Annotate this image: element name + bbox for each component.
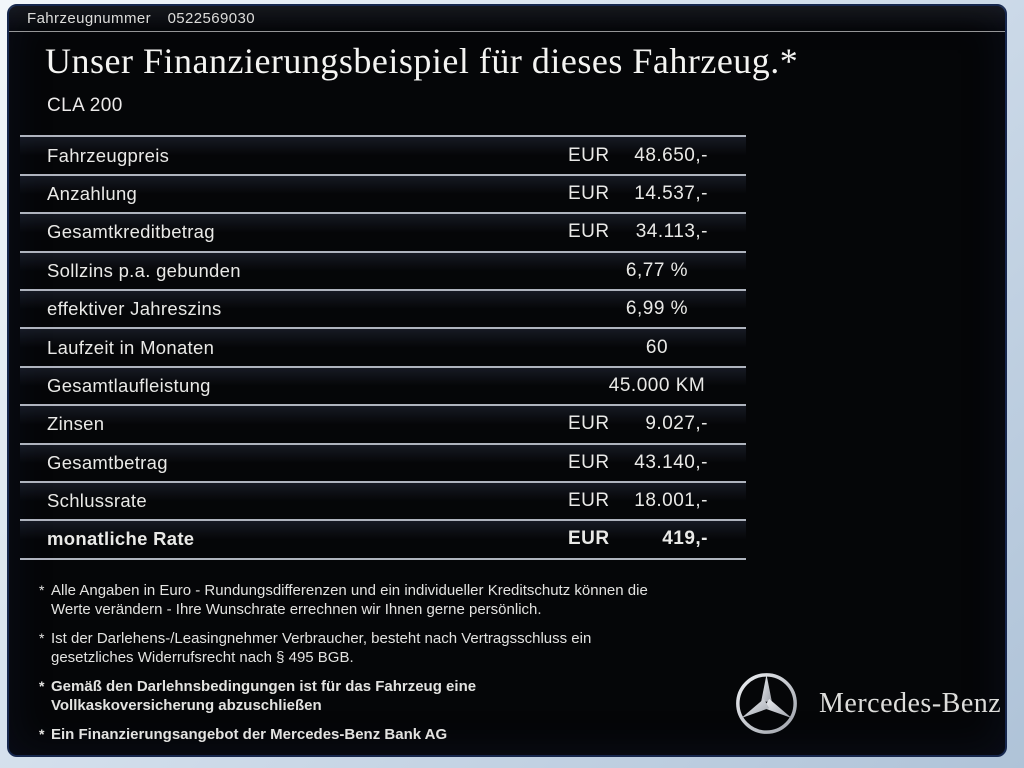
- amount-value: 419,-: [662, 528, 708, 550]
- footnote-text: Gemäß den Darlehnsbedingungen ist für da…: [51, 677, 476, 715]
- page-title: Unser Finanzierungsbeispiel für dieses F…: [45, 41, 799, 81]
- row-value: 45.000 KM: [568, 375, 746, 397]
- footnotes: * Alle Angaben in Euro - Rundungsdiffere…: [39, 581, 1005, 744]
- table-row: Gesamtkreditbetrag EUR 34.113,-: [20, 212, 746, 251]
- footnote: * Ein Finanzierungsangebot der Mercedes-…: [39, 725, 1005, 744]
- row-value: EUR 43.140,-: [568, 452, 746, 474]
- footnote-line: Vollkaskoversicherung abzuschließen: [51, 696, 322, 714]
- amount-value: 43.140,-: [634, 451, 708, 473]
- footnote-marker-icon: *: [39, 629, 45, 646]
- row-label: Fahrzeugpreis: [47, 144, 170, 166]
- row-label: Anzahlung: [47, 182, 138, 204]
- footnote-line: gesetzliches Widerrufsrecht nach § 495 B…: [51, 648, 354, 666]
- row-label: monatliche Rate: [47, 528, 195, 550]
- currency-label: EUR: [568, 144, 610, 166]
- table-row: Sollzins p.a. gebunden 6,77 %: [20, 250, 746, 289]
- row-value: EUR 34.113,-: [568, 221, 746, 243]
- row-label: Laufzeit in Monaten: [47, 336, 215, 358]
- amount-value: 60: [645, 336, 669, 358]
- row-label: Gesamtlaufleistung: [47, 374, 211, 396]
- currency-label: EUR: [568, 221, 610, 243]
- row-value: 6,99 %: [568, 298, 746, 320]
- amount-value: 34.113,-: [635, 221, 708, 243]
- footnote: * Gemäß den Darlehnsbedingungen ist für …: [39, 677, 1005, 715]
- currency-label: EUR: [568, 413, 610, 435]
- brand-wordmark: Mercedes-Benz: [819, 687, 1002, 719]
- row-value: 60: [568, 337, 746, 359]
- table-row: effektiver Jahreszins 6,99 %: [20, 288, 746, 328]
- table-row: Gesamtbetrag EUR 43.140,-: [20, 442, 746, 481]
- currency-label: EUR: [568, 182, 610, 204]
- footnote-line: Gemäß den Darlehnsbedingungen ist für da…: [51, 677, 477, 695]
- footnote-line: Werte verändern - Ihre Wunschrate errech…: [51, 600, 542, 618]
- table-row: Zinsen EUR 9.027,-: [20, 404, 746, 443]
- row-value: 6,77 %: [568, 260, 746, 282]
- amount-value: 14.537,-: [634, 182, 708, 204]
- row-label: Gesamtbetrag: [47, 451, 168, 473]
- row-value: EUR 419,-: [568, 528, 746, 550]
- table-row: monatliche Rate EUR 419,-: [20, 519, 746, 558]
- footnote-line: Alle Angaben in Euro - Rundungsdifferenz…: [51, 581, 648, 599]
- footnote-line: Ein Finanzierungsangebot der Mercedes-Be…: [51, 725, 448, 743]
- brand-area: Mercedes-Benz: [735, 672, 1001, 735]
- vehicle-number-label: Fahrzeugnummer: [27, 10, 151, 27]
- table-row: Laufzeit in Monaten 60: [20, 327, 746, 366]
- finance-table: Fahrzeugpreis EUR 48.650,- Anzahlung EUR…: [20, 135, 746, 560]
- amount-value: 48.650,-: [634, 144, 708, 166]
- vehicle-number-value: 0522569030: [167, 10, 255, 27]
- table-row: Schlussrate EUR 18.001,-: [20, 480, 746, 520]
- footnote-marker-icon: *: [39, 677, 45, 694]
- footnote: * Alle Angaben in Euro - Rundungsdiffere…: [39, 581, 1005, 619]
- mercedes-star-icon: [735, 672, 798, 735]
- footnote: * Ist der Darlehens-/Leasingnehmer Verbr…: [39, 629, 1005, 667]
- row-value: EUR 48.650,-: [568, 145, 746, 167]
- row-label: Gesamtkreditbetrag: [47, 221, 215, 243]
- amount-value: 6,99 %: [625, 298, 689, 320]
- currency-label: EUR: [568, 490, 610, 512]
- currency-label: EUR: [568, 528, 610, 550]
- amount-value: 18.001,-: [634, 490, 708, 512]
- row-value: EUR 18.001,-: [568, 490, 746, 512]
- footnote-line: Ist der Darlehens-/Leasingnehmer Verbrau…: [51, 629, 592, 647]
- row-value: EUR 9.027,-: [568, 413, 746, 435]
- footnote-text: Ein Finanzierungsangebot der Mercedes-Be…: [51, 725, 447, 744]
- vehicle-number-bar: Fahrzeugnummer 0522569030: [9, 6, 1005, 32]
- finance-offer-panel: Fahrzeugnummer 0522569030 Unser Finanzie…: [7, 4, 1007, 757]
- amount-value: 45.000 KM: [608, 374, 706, 396]
- row-label: Schlussrate: [47, 490, 147, 512]
- footnote-text: Alle Angaben in Euro - Rundungsdifferenz…: [51, 581, 648, 619]
- table-row: Anzahlung EUR 14.537,-: [20, 173, 746, 213]
- amount-value: 6,77 %: [625, 259, 689, 281]
- table-row: Fahrzeugpreis EUR 48.650,-: [20, 135, 746, 174]
- footnote-marker-icon: *: [39, 725, 45, 742]
- table-row: Gesamtlaufleistung 45.000 KM: [20, 365, 746, 405]
- footnote-marker-icon: *: [39, 581, 45, 598]
- row-label: effektiver Jahreszins: [47, 298, 222, 320]
- footnote-text: Ist der Darlehens-/Leasingnehmer Verbrau…: [51, 629, 591, 667]
- row-value: EUR 14.537,-: [568, 183, 746, 205]
- amount-value: 9.027,-: [645, 413, 708, 435]
- row-label: Zinsen: [47, 413, 105, 435]
- model-name: CLA 200: [47, 95, 123, 117]
- row-label: Sollzins p.a. gebunden: [47, 259, 241, 281]
- currency-label: EUR: [568, 451, 610, 473]
